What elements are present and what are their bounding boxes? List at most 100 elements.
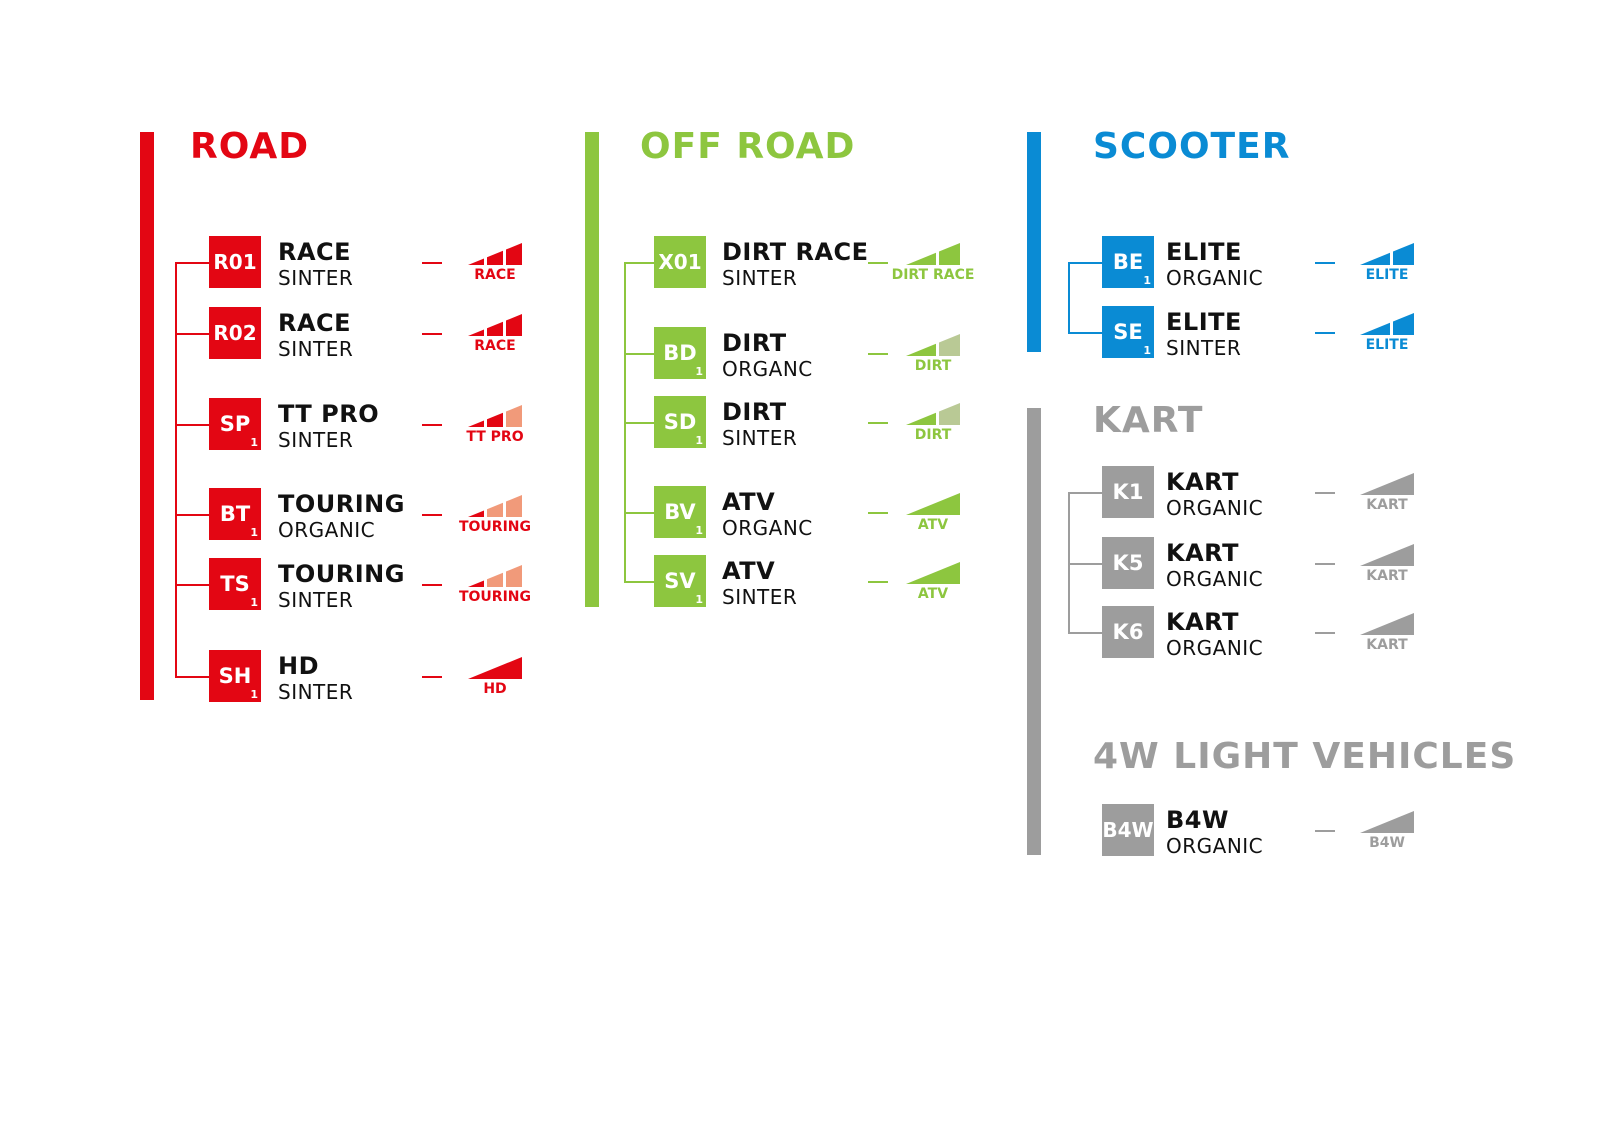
product-code: SD <box>663 410 697 434</box>
meter-segment <box>487 250 503 265</box>
connector-dash <box>1315 563 1335 565</box>
compound-type: ORGANC <box>722 357 813 381</box>
product-name: HD <box>278 652 320 680</box>
performance-meter-icon <box>468 565 522 587</box>
tree-branch <box>175 333 209 335</box>
product-code-subscript: 1 <box>1143 274 1151 287</box>
product-code: R02 <box>213 321 257 345</box>
meter-label: TOURING <box>458 589 532 605</box>
performance-meter-icon <box>906 334 960 356</box>
meter-segment <box>506 565 522 587</box>
compound-type: SINTER <box>278 337 354 361</box>
product-code: K6 <box>1112 620 1144 644</box>
product-code-badge: SV 1 <box>654 555 706 607</box>
product-code: K5 <box>1112 551 1144 575</box>
meter-label: KART <box>1366 497 1408 513</box>
meter-segment <box>1360 252 1390 265</box>
meter-segment <box>1360 473 1414 495</box>
scooter-section-title: SCOOTER <box>1093 126 1291 167</box>
product-code-subscript: 1 <box>695 365 703 378</box>
product-name: ELITE <box>1166 238 1242 266</box>
compound-type: SINTER <box>722 266 798 290</box>
compound-type: SINTER <box>722 426 798 450</box>
meter-label: ATV <box>917 517 949 533</box>
connector-dash <box>422 584 442 586</box>
product-code-badge: BT 1 <box>209 488 261 540</box>
product-code: R01 <box>213 250 257 274</box>
connector-dash <box>868 353 888 355</box>
meter-label: DIRT <box>914 427 952 443</box>
performance-meter-icon <box>906 243 960 265</box>
performance-meter-icon <box>906 562 960 584</box>
meter-label: DIRT RACE <box>891 267 975 283</box>
product-code-subscript: 1 <box>1143 344 1151 357</box>
meter-segment <box>468 580 484 587</box>
tree-branch <box>1068 632 1102 634</box>
compound-type: ORGANIC <box>1166 636 1264 660</box>
product-code-badge: BD 1 <box>654 327 706 379</box>
meter-segment <box>487 412 503 427</box>
scooter-section-bar <box>1027 132 1041 352</box>
road-section-bar <box>140 132 154 700</box>
product-name: RACE <box>278 309 352 337</box>
meter-segment <box>906 493 960 515</box>
connector-dash <box>1315 632 1335 634</box>
meter-segment <box>1360 811 1414 833</box>
product-code: BV <box>664 500 696 524</box>
connector-dash <box>868 581 888 583</box>
tree-branch <box>1068 262 1102 264</box>
product-code-badge: SD 1 <box>654 396 706 448</box>
tree-branch <box>1068 332 1102 334</box>
performance-meter-icon <box>1360 811 1414 833</box>
performance-meter-icon <box>1360 473 1414 495</box>
product-code-badge: K1 <box>1102 466 1154 518</box>
product-code: SE <box>1113 320 1143 344</box>
product-name: RACE <box>278 238 352 266</box>
product-code-badge: TS 1 <box>209 558 261 610</box>
compound-type: ORGANIC <box>1166 834 1264 858</box>
compound-type: ORGANIC <box>278 518 376 542</box>
product-name: KART <box>1166 468 1239 496</box>
product-code: BT <box>219 502 251 526</box>
meter-segment <box>506 243 522 265</box>
meter-segment <box>1360 544 1414 566</box>
product-name: ATV <box>722 488 776 516</box>
meter-label: KART <box>1366 637 1408 653</box>
product-code: X01 <box>658 250 702 274</box>
meter-segment <box>468 258 484 265</box>
light-vehicles-section-title: 4W LIGHT VEHICLES <box>1093 736 1517 777</box>
product-name: ATV <box>722 557 776 585</box>
tree-branch <box>624 262 654 264</box>
road-tree-line <box>175 262 177 676</box>
product-code-badge: R02 <box>209 307 261 359</box>
meter-segment <box>906 562 960 584</box>
connector-dash <box>868 512 888 514</box>
tree-branch <box>624 581 654 583</box>
product-code-badge: R01 <box>209 236 261 288</box>
tree-branch <box>1068 492 1102 494</box>
meter-segment <box>906 343 936 356</box>
meter-segment <box>487 321 503 336</box>
meter-segment <box>468 657 522 679</box>
meter-label: TT PRO <box>466 429 524 445</box>
offroad-section-bar <box>585 132 599 607</box>
offroad-tree-line <box>624 262 626 581</box>
product-code-badge: BE 1 <box>1102 236 1154 288</box>
product-code-badge: SH 1 <box>209 650 261 702</box>
product-name: TOURING <box>278 560 405 588</box>
product-code-badge: X01 <box>654 236 706 288</box>
product-name: KART <box>1166 539 1239 567</box>
meter-segment <box>506 495 522 517</box>
tree-branch <box>624 512 654 514</box>
product-code-badge: BV 1 <box>654 486 706 538</box>
compound-type: SINTER <box>278 680 354 704</box>
connector-dash <box>1315 830 1335 832</box>
performance-meter-icon <box>906 493 960 515</box>
product-code: BD <box>663 341 697 365</box>
meter-label: ATV <box>917 586 949 602</box>
product-code-subscript: 1 <box>250 688 258 701</box>
performance-meter-icon <box>468 314 522 336</box>
tree-branch <box>624 353 654 355</box>
product-name: DIRT <box>722 398 787 426</box>
